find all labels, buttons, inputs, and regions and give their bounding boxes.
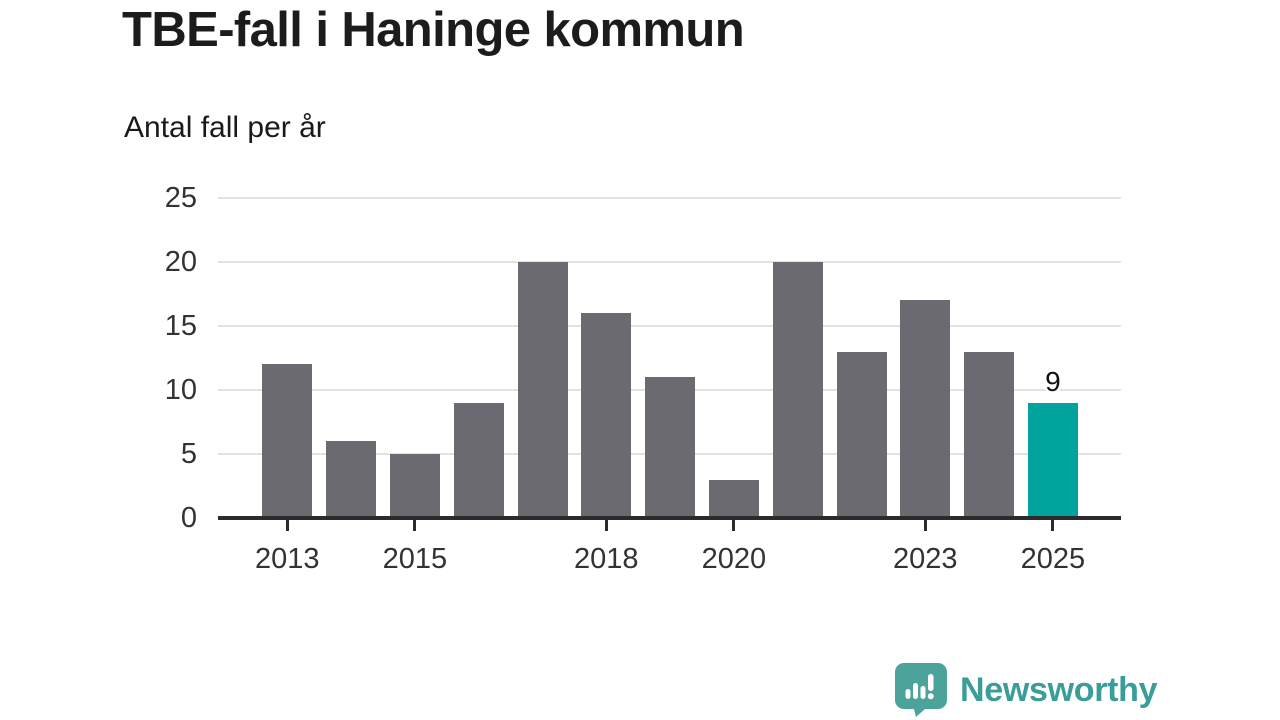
x-axis-tick-label: 2025: [1020, 543, 1086, 575]
bar-2018: [581, 313, 632, 518]
x-axis-tick-2018: [604, 520, 608, 531]
bar-2022: [836, 351, 887, 518]
chart-title: TBE-fall i Haninge kommun: [122, 3, 745, 57]
y-axis-tick-label: 5: [180, 438, 197, 470]
bar-2024: [964, 351, 1015, 518]
bar-2025: [1027, 402, 1078, 518]
y-axis-tick-label: 20: [164, 246, 197, 278]
bar-2016: [453, 402, 504, 518]
chart-subtitle: Antal fall per år: [124, 111, 326, 144]
newsworthy-logo: Newsworthy: [895, 663, 1158, 717]
x-axis-tick-2023: [923, 520, 927, 531]
bar-value-label: 9: [1045, 365, 1061, 397]
bar-2013: [262, 364, 313, 518]
bar-2020: [708, 479, 759, 518]
bar-2015: [389, 454, 440, 518]
x-axis-tick-2020: [732, 520, 736, 531]
x-axis-tick-label: 2023: [893, 543, 958, 575]
x-axis-tick-label: 2013: [255, 543, 320, 575]
newsworthy-logo-icon: [895, 663, 947, 717]
y-axis-tick-label: 15: [164, 310, 197, 342]
x-axis-tick-label: 2015: [382, 543, 448, 575]
y-axis-tick-label: 10: [164, 374, 197, 406]
bar-2023: [900, 300, 951, 518]
bar-2017: [517, 262, 568, 518]
gridline-25: [218, 197, 1121, 199]
newsworthy-logo-text: Newsworthy: [960, 670, 1158, 709]
bar-2014: [326, 441, 377, 518]
x-axis-tick-2025: [1051, 520, 1055, 531]
x-axis-tick-label: 2020: [701, 543, 767, 575]
x-axis-line: [218, 516, 1121, 520]
x-axis-tick-label: 2018: [574, 543, 639, 575]
gridline-15: [218, 325, 1121, 327]
bar-2021: [772, 262, 823, 518]
x-axis-tick-2015: [413, 520, 417, 531]
bar-2019: [645, 377, 696, 518]
y-axis-tick-label: 0: [180, 502, 197, 534]
x-axis-tick-2013: [285, 520, 289, 531]
y-axis-tick-label: 25: [164, 182, 197, 214]
gridline-20: [218, 261, 1121, 263]
